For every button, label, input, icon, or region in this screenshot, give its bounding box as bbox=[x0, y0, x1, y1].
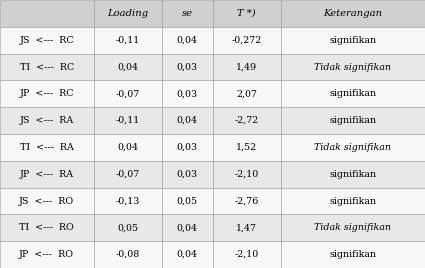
Bar bbox=[162, 107, 212, 134]
Text: -0,07: -0,07 bbox=[115, 170, 140, 179]
Bar bbox=[212, 241, 280, 268]
Text: TI  <---  RO: TI <--- RO bbox=[20, 223, 74, 232]
Text: -0,07: -0,07 bbox=[115, 89, 140, 98]
Bar bbox=[0, 134, 94, 161]
Bar bbox=[280, 27, 425, 54]
Bar bbox=[94, 214, 162, 241]
Text: JS  <---  RA: JS <--- RA bbox=[20, 116, 74, 125]
Bar bbox=[0, 107, 94, 134]
Text: 0,04: 0,04 bbox=[176, 250, 198, 259]
Text: -0,08: -0,08 bbox=[115, 250, 140, 259]
Bar bbox=[280, 214, 425, 241]
Bar bbox=[94, 107, 162, 134]
Text: signifikan: signifikan bbox=[329, 36, 376, 45]
Text: -0,272: -0,272 bbox=[231, 36, 262, 45]
Bar bbox=[212, 80, 280, 107]
Text: -0,11: -0,11 bbox=[115, 116, 140, 125]
Text: 0,04: 0,04 bbox=[117, 62, 138, 72]
Text: TI  <---  RC: TI <--- RC bbox=[20, 62, 74, 72]
Text: signifikan: signifikan bbox=[329, 116, 376, 125]
Text: 0,04: 0,04 bbox=[117, 143, 138, 152]
Text: signifikan: signifikan bbox=[329, 196, 376, 206]
Bar bbox=[212, 0, 280, 27]
Bar bbox=[94, 241, 162, 268]
Bar bbox=[280, 161, 425, 188]
Text: -2,72: -2,72 bbox=[234, 116, 259, 125]
Bar bbox=[0, 188, 94, 214]
Bar bbox=[0, 27, 94, 54]
Text: 0,05: 0,05 bbox=[117, 223, 138, 232]
Bar bbox=[280, 0, 425, 27]
Text: JP  <---  RO: JP <--- RO bbox=[19, 250, 74, 259]
Bar bbox=[280, 134, 425, 161]
Text: -0,13: -0,13 bbox=[115, 196, 140, 206]
Text: 0,03: 0,03 bbox=[176, 89, 198, 98]
Text: JP  <---  RC: JP <--- RC bbox=[20, 89, 74, 98]
Text: 0,04: 0,04 bbox=[176, 36, 198, 45]
Text: signifikan: signifikan bbox=[329, 89, 376, 98]
Bar bbox=[0, 241, 94, 268]
Bar bbox=[212, 134, 280, 161]
Bar bbox=[212, 54, 280, 80]
Bar bbox=[280, 188, 425, 214]
Bar bbox=[162, 134, 212, 161]
Text: signifikan: signifikan bbox=[329, 170, 376, 179]
Text: TI  <---  RA: TI <--- RA bbox=[20, 143, 74, 152]
Text: 1,52: 1,52 bbox=[236, 143, 257, 152]
Bar bbox=[162, 27, 212, 54]
Text: JP  <---  RA: JP <--- RA bbox=[20, 170, 74, 179]
Bar bbox=[0, 54, 94, 80]
Bar bbox=[94, 0, 162, 27]
Bar bbox=[280, 80, 425, 107]
Text: 0,04: 0,04 bbox=[176, 223, 198, 232]
Bar bbox=[212, 107, 280, 134]
Bar bbox=[0, 0, 94, 27]
Text: -2,76: -2,76 bbox=[234, 196, 259, 206]
Bar bbox=[162, 188, 212, 214]
Bar bbox=[280, 241, 425, 268]
Text: -2,10: -2,10 bbox=[234, 170, 259, 179]
Text: 0,03: 0,03 bbox=[176, 143, 198, 152]
Text: signifikan: signifikan bbox=[329, 250, 376, 259]
Bar bbox=[162, 0, 212, 27]
Bar bbox=[212, 188, 280, 214]
Text: 1,47: 1,47 bbox=[236, 223, 257, 232]
Bar bbox=[162, 214, 212, 241]
Text: Tidak signifikan: Tidak signifikan bbox=[314, 223, 391, 232]
Bar bbox=[162, 80, 212, 107]
Text: JS  <---  RO: JS <--- RO bbox=[19, 196, 74, 206]
Text: -2,10: -2,10 bbox=[234, 250, 259, 259]
Text: Loading: Loading bbox=[107, 9, 148, 18]
Bar bbox=[162, 161, 212, 188]
Bar bbox=[280, 107, 425, 134]
Bar bbox=[0, 80, 94, 107]
Text: 0,04: 0,04 bbox=[176, 116, 198, 125]
Text: JS  <---  RC: JS <--- RC bbox=[20, 36, 74, 45]
Text: 0,03: 0,03 bbox=[176, 62, 198, 72]
Text: -0,11: -0,11 bbox=[115, 36, 140, 45]
Bar bbox=[94, 54, 162, 80]
Text: 1,49: 1,49 bbox=[236, 62, 257, 72]
Bar bbox=[280, 54, 425, 80]
Bar bbox=[94, 161, 162, 188]
Text: 0,03: 0,03 bbox=[176, 170, 198, 179]
Bar bbox=[94, 80, 162, 107]
Bar bbox=[162, 241, 212, 268]
Text: Keterangan: Keterangan bbox=[323, 9, 382, 18]
Bar bbox=[0, 214, 94, 241]
Bar bbox=[94, 188, 162, 214]
Bar bbox=[212, 161, 280, 188]
Bar bbox=[0, 161, 94, 188]
Bar bbox=[94, 134, 162, 161]
Bar bbox=[162, 54, 212, 80]
Text: T *): T *) bbox=[237, 9, 256, 18]
Text: Tidak signifikan: Tidak signifikan bbox=[314, 143, 391, 152]
Text: 2,07: 2,07 bbox=[236, 89, 257, 98]
Bar bbox=[212, 27, 280, 54]
Text: Tidak signifikan: Tidak signifikan bbox=[314, 62, 391, 72]
Bar bbox=[212, 214, 280, 241]
Text: 0,05: 0,05 bbox=[176, 196, 198, 206]
Bar bbox=[94, 27, 162, 54]
Text: se: se bbox=[181, 9, 193, 18]
